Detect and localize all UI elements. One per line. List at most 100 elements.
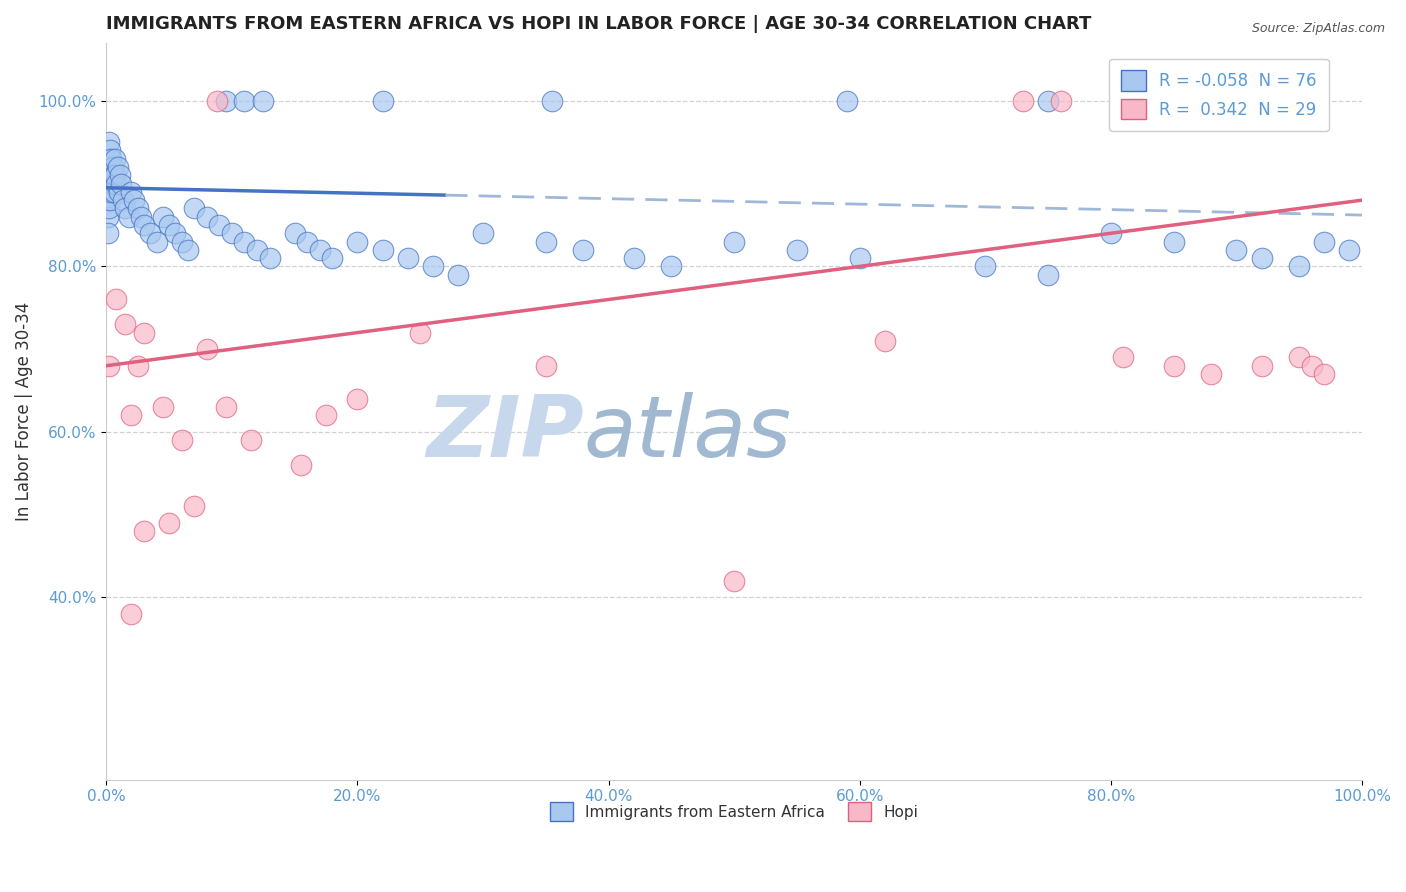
Point	[110, 177, 132, 191]
Point	[259, 251, 281, 265]
Point	[848, 251, 870, 265]
Point	[1201, 367, 1223, 381]
Point	[108, 185, 131, 199]
Point	[183, 202, 205, 216]
Point	[1049, 94, 1071, 108]
Point	[873, 334, 896, 348]
Point	[100, 169, 122, 183]
Point	[723, 574, 745, 588]
Text: IMMIGRANTS FROM EASTERN AFRICA VS HOPI IN LABOR FORCE | AGE 30-34 CORRELATION CH: IMMIGRANTS FROM EASTERN AFRICA VS HOPI I…	[107, 15, 1091, 33]
Point	[837, 94, 859, 108]
Point	[97, 359, 120, 373]
Point	[284, 227, 307, 241]
Point	[308, 243, 330, 257]
Point	[214, 400, 236, 414]
Point	[295, 235, 318, 249]
Point	[118, 210, 141, 224]
Point	[786, 243, 808, 257]
Point	[472, 227, 495, 241]
Text: ZIP: ZIP	[426, 392, 583, 475]
Point	[723, 235, 745, 249]
Point	[98, 177, 121, 191]
Point	[104, 152, 127, 166]
Point	[534, 359, 557, 373]
Point	[114, 318, 136, 332]
Point	[105, 177, 128, 191]
Point	[1295, 94, 1317, 108]
Point	[208, 218, 231, 232]
Point	[111, 193, 134, 207]
Point	[97, 152, 120, 166]
Point	[1163, 359, 1185, 373]
Point	[131, 210, 153, 224]
Point	[132, 326, 155, 340]
Point	[132, 524, 155, 539]
Point	[1313, 367, 1336, 381]
Point	[100, 185, 122, 199]
Point	[346, 235, 368, 249]
Point	[97, 202, 120, 216]
Point	[1250, 94, 1272, 108]
Point	[139, 227, 162, 241]
Point	[96, 210, 118, 224]
Point	[100, 152, 122, 166]
Point	[214, 94, 236, 108]
Point	[1301, 359, 1323, 373]
Point	[1288, 260, 1310, 274]
Point	[107, 160, 129, 174]
Point	[165, 227, 187, 241]
Point	[132, 218, 155, 232]
Point	[1036, 268, 1059, 282]
Point	[1036, 94, 1059, 108]
Point	[321, 251, 343, 265]
Point	[534, 235, 557, 249]
Point	[1270, 94, 1292, 108]
Point	[422, 260, 444, 274]
Point	[1163, 235, 1185, 249]
Point	[371, 94, 394, 108]
Point	[183, 500, 205, 514]
Point	[157, 218, 180, 232]
Point	[195, 210, 218, 224]
Point	[101, 160, 124, 174]
Point	[1288, 351, 1310, 365]
Point	[103, 185, 125, 199]
Point	[1143, 94, 1166, 108]
Point	[98, 144, 121, 158]
Point	[290, 458, 312, 472]
Point	[623, 251, 645, 265]
Point	[96, 160, 118, 174]
Point	[1099, 227, 1122, 241]
Text: atlas: atlas	[583, 392, 792, 475]
Point	[120, 607, 142, 621]
Point	[371, 243, 394, 257]
Point	[315, 409, 337, 423]
Point	[659, 260, 682, 274]
Point	[447, 268, 470, 282]
Point	[1012, 94, 1035, 108]
Point	[177, 243, 200, 257]
Point	[103, 169, 125, 183]
Point	[170, 235, 193, 249]
Point	[157, 516, 180, 530]
Point	[120, 185, 142, 199]
Point	[104, 169, 127, 183]
Point	[120, 409, 142, 423]
Point	[122, 193, 145, 207]
Point	[195, 342, 218, 356]
Point	[396, 251, 419, 265]
Point	[145, 235, 167, 249]
Point	[1250, 359, 1272, 373]
Point	[96, 227, 118, 241]
Point	[1250, 251, 1272, 265]
Point	[221, 227, 243, 241]
Point	[97, 169, 120, 183]
Point	[98, 160, 121, 174]
Point	[346, 392, 368, 406]
Point	[1112, 351, 1135, 365]
Legend: Immigrants from Eastern Africa, Hopi: Immigrants from Eastern Africa, Hopi	[544, 797, 924, 827]
Point	[96, 193, 118, 207]
Point	[114, 202, 136, 216]
Point	[97, 135, 120, 149]
Point	[1313, 235, 1336, 249]
